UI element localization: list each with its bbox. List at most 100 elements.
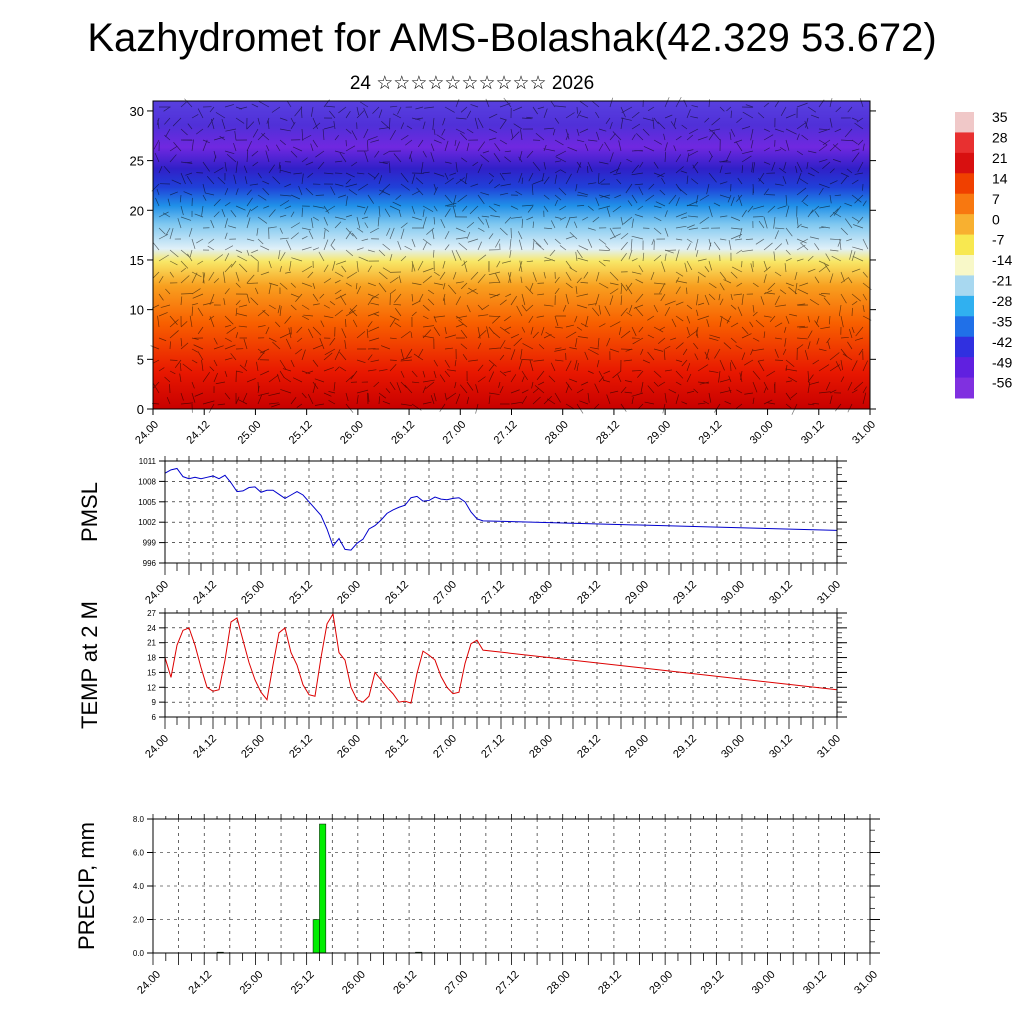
x-tick-label: 27.12 xyxy=(492,419,520,447)
wind-barb xyxy=(345,214,353,218)
wind-barb xyxy=(235,300,241,306)
wind-barb xyxy=(719,359,725,371)
wind-barb xyxy=(835,106,842,113)
wind-barb xyxy=(675,286,681,295)
wind-barb xyxy=(427,298,435,306)
wind-barb xyxy=(460,329,468,339)
wind-barb xyxy=(266,145,270,152)
wind-barb xyxy=(855,326,864,337)
wind-barb xyxy=(653,370,662,378)
wind-barb xyxy=(692,161,699,169)
wind-barb xyxy=(565,260,573,270)
wind-barb xyxy=(554,315,559,327)
x-tick-label: 26.00 xyxy=(338,419,366,447)
wind-barb xyxy=(238,263,248,273)
wind-barb xyxy=(235,308,238,317)
wind-barb xyxy=(521,117,532,120)
wind-barb xyxy=(532,179,544,185)
wind-barb xyxy=(550,220,556,229)
wind-barb xyxy=(460,132,468,141)
wind-barb xyxy=(586,165,589,174)
y-tick-label: 21 xyxy=(147,639,156,648)
wind-barb xyxy=(612,131,622,141)
wind-barb xyxy=(463,260,468,273)
wind-barb xyxy=(292,146,303,152)
wind-barb xyxy=(809,298,820,306)
wind-barb xyxy=(180,249,191,258)
wind-barb xyxy=(268,282,279,287)
wind-barb xyxy=(576,106,578,114)
wind-barb xyxy=(210,118,215,130)
wind-barb xyxy=(785,359,795,368)
wind-barb xyxy=(598,143,604,152)
wind-barb xyxy=(731,266,743,273)
wind-barb xyxy=(727,194,732,203)
wind-barb xyxy=(415,117,424,120)
wind-barb xyxy=(495,273,501,284)
wind-barb xyxy=(246,150,249,163)
wind-barb xyxy=(713,132,721,141)
wind-barb xyxy=(210,219,215,229)
wind-barb xyxy=(852,255,864,262)
wind-barb xyxy=(259,348,270,354)
wind-barb xyxy=(785,282,794,287)
wind-barb xyxy=(565,381,573,391)
wind-barb xyxy=(191,238,196,249)
wind-barb xyxy=(427,289,435,295)
wind-barb xyxy=(323,392,332,397)
wind-barb xyxy=(854,194,864,204)
x-tick-label: 27.12 xyxy=(494,969,522,997)
wind-barb xyxy=(341,328,347,339)
wind-barb xyxy=(713,202,721,207)
wind-barb xyxy=(638,265,644,273)
wind-barb xyxy=(801,194,809,203)
wind-barb xyxy=(763,290,773,295)
wind-barb xyxy=(488,271,501,276)
wind-barb xyxy=(279,305,282,317)
wind-barb xyxy=(180,205,184,216)
wind-barb xyxy=(339,366,347,372)
wind-barb xyxy=(801,134,809,141)
wind-barb xyxy=(681,401,688,405)
wind-barb xyxy=(686,362,691,372)
wind-barb xyxy=(686,204,699,207)
colorbar-segment xyxy=(955,357,974,379)
x-tick-label: 31.00 xyxy=(815,579,843,607)
wind-barb xyxy=(279,117,288,121)
wind-barb xyxy=(447,284,457,295)
wind-barb xyxy=(411,293,414,302)
wind-barb xyxy=(521,396,528,405)
wind-barb xyxy=(489,293,501,299)
wind-barb xyxy=(616,161,622,174)
wind-barb xyxy=(513,337,523,347)
wind-barb xyxy=(477,273,486,284)
y-tick-label: 1011 xyxy=(139,457,157,466)
wind-barb xyxy=(816,315,820,325)
wind-barb xyxy=(456,315,468,319)
wind-barb xyxy=(741,165,744,174)
x-tick-label: 25.12 xyxy=(287,419,315,447)
y-axis-label: PMSL xyxy=(77,482,102,542)
wind-barb xyxy=(202,139,208,152)
wind-barb xyxy=(477,304,483,310)
wind-barb xyxy=(383,150,391,155)
wind-barb xyxy=(158,227,166,235)
wind-barb xyxy=(695,326,699,337)
wind-barb xyxy=(488,326,495,334)
wind-barb xyxy=(174,359,182,369)
wind-barb xyxy=(422,209,425,218)
wind-barb xyxy=(444,208,451,218)
y-tick-label: 20 xyxy=(130,203,144,218)
wind-barb xyxy=(675,249,680,262)
wind-barb xyxy=(244,176,248,185)
wind-barb xyxy=(554,287,560,295)
wind-barb xyxy=(235,396,240,405)
wind-barb xyxy=(209,106,215,113)
wind-barb xyxy=(444,140,449,152)
wind-barb xyxy=(568,378,578,383)
wind-barb xyxy=(719,106,725,112)
wind-barb xyxy=(153,139,160,150)
wind-barb xyxy=(848,328,853,339)
wind-barb xyxy=(328,399,336,405)
wind-barb xyxy=(691,178,699,185)
